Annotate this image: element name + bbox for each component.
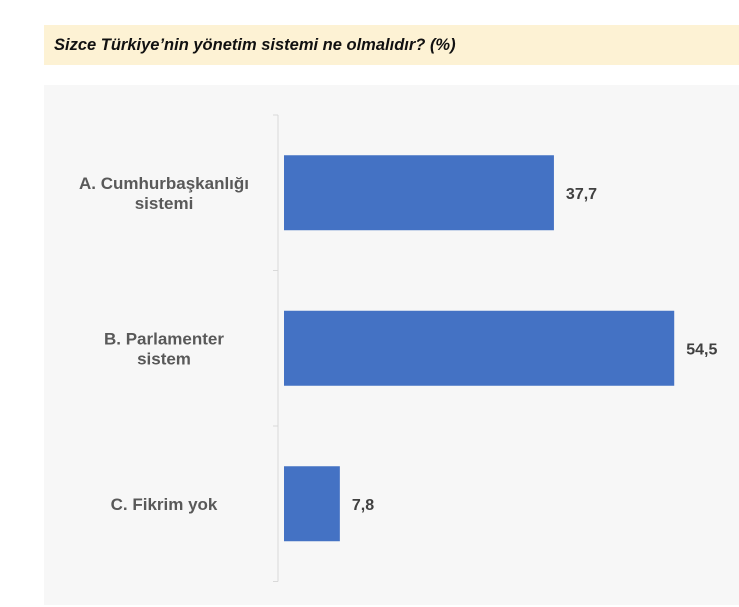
data-label: 7,8 xyxy=(352,497,374,514)
data-label: 37,7 xyxy=(566,186,597,203)
category-label-line: B. Parlamenter xyxy=(104,329,224,348)
category-label-line: sistem xyxy=(137,349,191,368)
category-label: C. Fikrim yok xyxy=(111,495,218,514)
data-label: 54,5 xyxy=(686,341,717,358)
chart-area: 37,7 A. Cumhurbaşkanlığı sistemi 54,5 B. Par… xyxy=(44,85,739,605)
category-label-line: A. Cumhurbaşkanlığı xyxy=(79,174,249,193)
chart-title-bar: Sizce Türkiye’nin yönetim sistemi ne olm… xyxy=(44,25,739,65)
category-label-line: C. Fikrim yok xyxy=(111,495,218,514)
bar xyxy=(284,155,554,231)
category-label-line: sistemi xyxy=(135,194,194,213)
category-label: B. Parlamenter sistem xyxy=(104,329,224,368)
bar-chart: 37,7 A. Cumhurbaşkanlığı sistemi 54,5 B. Par… xyxy=(79,114,717,582)
bar xyxy=(284,466,340,542)
chart-title: Sizce Türkiye’nin yönetim sistemi ne olm… xyxy=(54,35,456,54)
bar xyxy=(284,310,675,386)
category-label: A. Cumhurbaşkanlığı sistemi xyxy=(79,174,249,213)
